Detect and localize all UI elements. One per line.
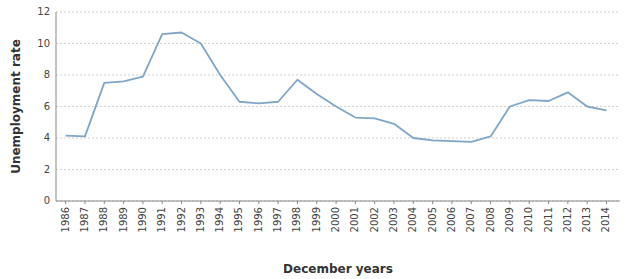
x-tick — [104, 201, 105, 204]
x-tick — [374, 201, 375, 204]
x-tick — [413, 201, 414, 204]
y-tick-label: 0 — [44, 195, 50, 206]
x-axis-line — [56, 201, 620, 202]
x-tick-label: 1992 — [176, 207, 187, 232]
x-tick-label: 1997 — [272, 207, 283, 232]
x-tick — [142, 201, 143, 204]
x-tick-label: 1987 — [79, 207, 90, 232]
x-tick — [509, 201, 510, 204]
x-tick-label: 1989 — [118, 207, 129, 232]
x-tick — [239, 201, 240, 204]
x-tick — [529, 201, 530, 204]
grid-line — [56, 201, 620, 202]
x-tick-label: 2001 — [349, 207, 360, 232]
x-tick-label: 2002 — [369, 207, 380, 232]
x-tick — [432, 201, 433, 204]
x-tick — [297, 201, 298, 204]
x-tick — [200, 201, 201, 204]
y-tick-label: 12 — [37, 6, 50, 17]
x-tick — [490, 201, 491, 204]
x-tick — [567, 201, 568, 204]
x-tick-label: 2006 — [446, 207, 457, 232]
x-tick-label: 2012 — [562, 207, 573, 232]
grid — [56, 12, 620, 201]
grid-line — [56, 75, 620, 76]
x-tick — [123, 201, 124, 204]
x-tick-label: 1986 — [60, 207, 71, 232]
x-tick-label: 2010 — [523, 207, 534, 232]
x-tick — [65, 201, 66, 204]
x-tick — [451, 201, 452, 204]
y-tick-label: 10 — [37, 38, 50, 49]
x-tick — [258, 201, 259, 204]
x-tick — [548, 201, 549, 204]
x-tick-label: 2011 — [543, 207, 554, 232]
x-tick — [220, 201, 221, 204]
x-tick-label: 2004 — [407, 207, 418, 232]
y-tick-label: 4 — [44, 132, 50, 143]
y-tick-label: 2 — [44, 164, 50, 175]
grid-line — [56, 169, 620, 170]
grid-line — [56, 12, 620, 13]
x-tick — [587, 201, 588, 204]
x-tick — [336, 201, 337, 204]
x-tick — [394, 201, 395, 204]
y-axis-line — [56, 12, 57, 201]
series — [66, 32, 607, 141]
x-tick — [355, 201, 356, 204]
x-tick — [606, 201, 607, 204]
x-tick-label: 2013 — [581, 207, 592, 232]
x-tick — [471, 201, 472, 204]
chart: 0 2 4 6 8 10 12 1986 1987 1988 1989 1990 1991 1992 199… — [0, 0, 632, 279]
x-tick-label: 2003 — [388, 207, 399, 232]
x-tick-label: 1996 — [253, 207, 264, 232]
x-axis-title: December years — [283, 262, 393, 276]
grid-line — [56, 138, 620, 139]
x-tick — [278, 201, 279, 204]
x-tick — [316, 201, 317, 204]
x-tick — [162, 201, 163, 204]
x-tick-label: 1990 — [137, 207, 148, 232]
x-tick — [181, 201, 182, 204]
x-tick-label: 2014 — [600, 207, 611, 232]
x-tick-label: 2007 — [465, 207, 476, 232]
y-tick-label: 6 — [44, 101, 50, 112]
x-tick-label: 1991 — [156, 207, 167, 232]
y-axis-title: Unemployment rate — [9, 39, 23, 174]
x-tick-label: 2000 — [330, 207, 341, 232]
x-tick-label: 1994 — [214, 207, 225, 232]
x-tick-label: 1993 — [195, 207, 206, 232]
line — [66, 32, 607, 141]
y-tick-label: 8 — [44, 69, 50, 80]
x-tick — [84, 201, 85, 204]
x-tick-label: 2009 — [504, 207, 515, 232]
grid-line — [56, 43, 620, 44]
x-tick-label: 2005 — [427, 207, 438, 232]
x-tick-label: 2008 — [485, 207, 496, 232]
x-tick-label: 1998 — [291, 207, 302, 232]
x-tick-label: 1988 — [98, 207, 109, 232]
x-tick-label: 1999 — [311, 207, 322, 232]
x-tick-label: 1995 — [233, 207, 244, 232]
